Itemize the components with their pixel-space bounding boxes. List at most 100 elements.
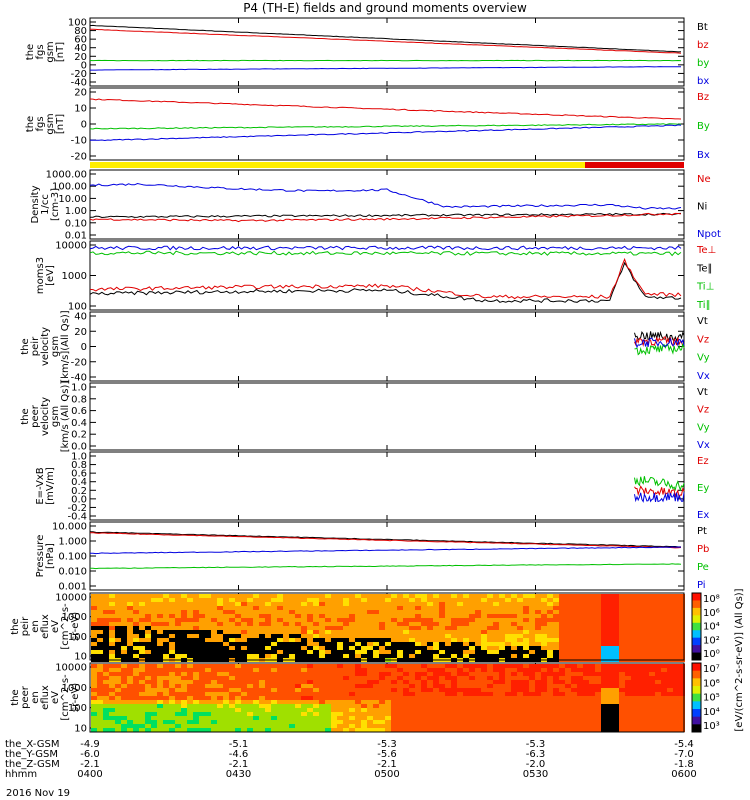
spectrogram-cell <box>355 618 361 622</box>
spectrogram-cell <box>373 672 379 676</box>
spectrogram-cell <box>139 606 145 610</box>
spectrogram-cell <box>349 720 355 724</box>
spectrogram-cell <box>541 598 547 602</box>
spectrogram-cell <box>133 708 139 712</box>
spectrogram-cell <box>583 696 589 700</box>
spectrogram-cell <box>277 634 283 638</box>
spectrogram-cell <box>649 598 655 602</box>
spectrogram-cell <box>253 716 259 720</box>
spectrogram-cell <box>451 626 457 630</box>
spectrogram-cell <box>637 626 643 630</box>
spectrogram-cell <box>163 622 169 626</box>
spectrogram-cell <box>319 634 325 638</box>
spectrogram-cell <box>301 680 307 684</box>
spectrogram-cell <box>493 712 499 716</box>
spectrogram-cell <box>415 618 421 622</box>
spectrogram-cell <box>181 630 187 634</box>
spectrogram-cell <box>217 688 223 692</box>
spectrogram-cell <box>613 654 619 658</box>
spectrogram-cell <box>319 622 325 626</box>
spectrogram-cell <box>115 650 121 654</box>
spectrogram-cell <box>301 724 307 728</box>
spectrogram-cell <box>91 664 97 668</box>
spectrogram-cell <box>355 708 361 712</box>
spectrogram-cell <box>505 684 511 688</box>
spectrogram-cell <box>199 654 205 658</box>
y-tick-label: 20 <box>74 327 87 338</box>
spectrogram-cell <box>535 614 541 618</box>
spectrogram-cell <box>451 618 457 622</box>
spectrogram-cell <box>151 692 157 696</box>
spectrogram-cell <box>139 610 145 614</box>
spectrogram-cell <box>469 594 475 598</box>
spectrogram-cell <box>529 668 535 672</box>
spectrogram-cell <box>433 638 439 642</box>
spectrogram-cell <box>649 650 655 654</box>
spectrogram-cell <box>487 688 493 692</box>
spectrogram-cell <box>133 692 139 696</box>
spectrogram-cell <box>349 606 355 610</box>
spectrogram-cell <box>559 676 565 680</box>
spectrogram-cell <box>475 626 481 630</box>
y-axis-label: eflux <box>40 614 51 639</box>
spectrogram-cell <box>481 724 487 728</box>
spectrogram-cell <box>481 614 487 618</box>
spectrogram-cell <box>481 688 487 692</box>
spectrogram-cell <box>331 692 337 696</box>
spectrogram-cell <box>163 664 169 668</box>
spectrogram-cell <box>481 708 487 712</box>
spectrogram-cell <box>475 650 481 654</box>
spectrogram-cell <box>433 680 439 684</box>
spectrogram-cell <box>601 646 607 650</box>
spectrogram-cell <box>319 602 325 606</box>
spectrogram-cell <box>109 614 115 618</box>
spectrogram-cell <box>493 598 499 602</box>
spectrogram-cell <box>625 622 631 626</box>
spectrogram-cell <box>97 654 103 658</box>
spectrogram-cell <box>355 594 361 598</box>
spectrogram-cell <box>643 602 649 606</box>
spectrogram-cell <box>565 650 571 654</box>
spectrogram-cell <box>553 622 559 626</box>
spectrogram-cell <box>277 668 283 672</box>
spectrogram-cell <box>271 646 277 650</box>
spectrogram-cell <box>163 594 169 598</box>
spectrogram-cell <box>667 716 673 720</box>
spectrogram-cell <box>463 630 469 634</box>
spectrogram-cell <box>613 716 619 720</box>
spectrogram-cell <box>547 712 553 716</box>
spectrogram-cell <box>643 664 649 668</box>
spectrogram-cell <box>613 704 619 708</box>
spectrogram-cell <box>529 638 535 642</box>
spectrogram-cell <box>343 700 349 704</box>
spectrogram-cell <box>367 704 373 708</box>
spectrogram-cell <box>379 720 385 724</box>
spectrogram-cell <box>325 610 331 614</box>
spectrogram-cell <box>373 676 379 680</box>
spectrogram-cell <box>121 650 127 654</box>
spectrogram-cell <box>451 634 457 638</box>
spectrogram-cell <box>115 618 121 622</box>
spectrogram-cell <box>289 646 295 650</box>
spectrogram-cell <box>601 708 607 712</box>
spectrogram-cell <box>475 700 481 704</box>
spectrogram-cell <box>211 614 217 618</box>
spectrogram-cell <box>133 716 139 720</box>
spectrogram-cell <box>217 692 223 696</box>
spectrogram-cell <box>553 668 559 672</box>
spectrogram-cell <box>157 618 163 622</box>
spectrogram-cell <box>607 614 613 618</box>
spectrogram-cell <box>439 668 445 672</box>
y-tick-label: 1.0 <box>71 452 87 463</box>
spectrogram-cell <box>343 696 349 700</box>
spectrogram-cell <box>109 602 115 606</box>
spectrogram-cell <box>613 676 619 680</box>
spectrogram-cell <box>523 642 529 646</box>
spectrogram-cell <box>469 622 475 626</box>
spectrogram-cell <box>301 676 307 680</box>
spectrogram-cell <box>631 680 637 684</box>
spectrogram-cell <box>337 634 343 638</box>
spectrogram-cell <box>655 712 661 716</box>
spectrogram-cell <box>571 680 577 684</box>
spectrogram-cell <box>379 618 385 622</box>
